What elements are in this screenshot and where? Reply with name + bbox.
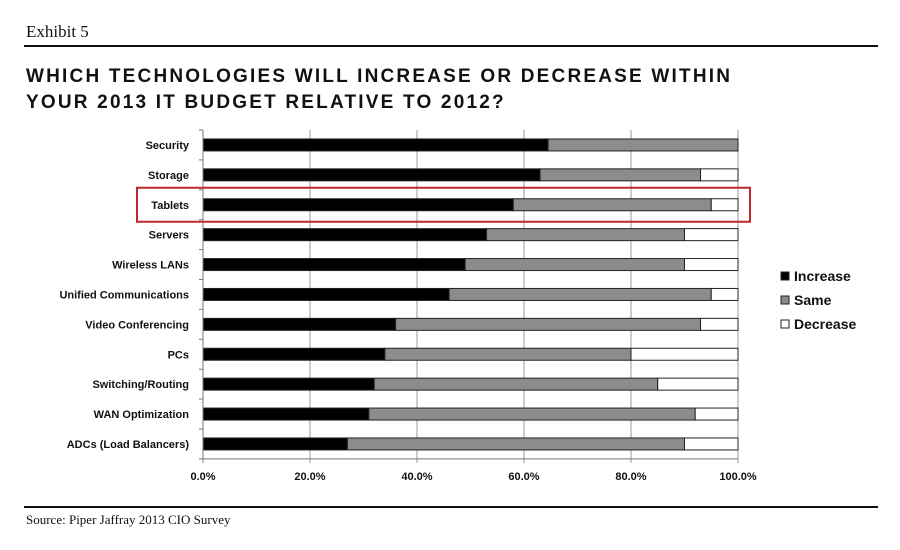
bar-decrease <box>684 258 739 272</box>
bar-increase <box>202 347 386 361</box>
bar-increase <box>202 258 466 272</box>
bar-decrease <box>684 228 739 242</box>
bar-increase <box>202 287 450 301</box>
chart-title-line-2: YOUR 2013 IT BUDGET RELATIVE TO 2012? <box>26 92 506 113</box>
bar-increase <box>202 377 375 391</box>
legend-swatch-increase <box>780 271 790 281</box>
x-tick-labels: 0.0% 20.0% 40.0% 60.0% 80.0% 100.0% <box>190 471 756 483</box>
category-label: Storage <box>148 170 189 182</box>
bar-increase <box>202 168 541 182</box>
category-label: WAN Optimization <box>94 409 190 421</box>
bar-same <box>373 377 659 391</box>
legend: Increase Same Decrease <box>780 268 856 332</box>
bar-same <box>384 347 632 361</box>
x-tick-label: 60.0% <box>508 471 539 483</box>
bar-group <box>202 168 739 182</box>
legend-swatch-same <box>780 295 790 305</box>
bar-same <box>395 317 702 331</box>
bar-decrease <box>700 168 739 182</box>
bar-increase <box>202 228 488 242</box>
bar-decrease <box>657 377 739 391</box>
bar-increase <box>202 407 370 421</box>
legend-swatch-decrease <box>780 319 790 329</box>
bar-group <box>202 317 739 331</box>
bar-same <box>346 437 685 451</box>
exhibit-label: Exhibit 5 <box>26 22 89 41</box>
category-label: Tablets <box>151 200 189 212</box>
bar-decrease <box>710 287 739 301</box>
bar-same <box>547 138 739 152</box>
category-label: ADCs (Load Balancers) <box>67 439 190 451</box>
chart-title: WHICH TECHNOLOGIES WILL INCREASE OR DECR… <box>26 64 732 116</box>
bar-increase <box>202 437 348 451</box>
bar-group <box>202 347 739 361</box>
highlight-layer <box>136 186 751 223</box>
bar-group <box>202 258 739 272</box>
bar-group <box>202 198 739 212</box>
source-note: Source: Piper Jaffray 2013 CIO Survey <box>26 512 231 527</box>
category-label: Unified Communications <box>59 289 189 301</box>
x-tick-label: 80.0% <box>615 471 646 483</box>
bars <box>202 138 739 451</box>
bar-decrease <box>694 407 739 421</box>
category-label: Security <box>146 140 190 152</box>
bar-same <box>368 407 696 421</box>
category-labels: Security Storage Tablets Servers Wireless LA… <box>59 140 189 451</box>
highlight-box <box>136 186 751 223</box>
x-tick-label: 100.0% <box>719 471 757 483</box>
bar-decrease <box>630 347 739 361</box>
category-label: Switching/Routing <box>92 379 189 391</box>
legend-label-same: Same <box>794 292 832 308</box>
bar-same <box>464 258 685 272</box>
bar-increase <box>202 317 397 331</box>
bar-group <box>202 377 739 391</box>
category-label: Servers <box>149 230 189 242</box>
bar-increase <box>202 138 549 152</box>
bar-same <box>448 287 712 301</box>
axes <box>199 129 738 463</box>
legend-label-decrease: Decrease <box>794 316 856 332</box>
bar-decrease <box>700 317 739 331</box>
bottom-divider <box>24 506 878 508</box>
bar-same <box>486 228 685 242</box>
x-tick-label: 0.0% <box>190 471 215 483</box>
legend-label-increase: Increase <box>794 268 851 284</box>
bar-group <box>202 138 739 152</box>
bar-decrease <box>684 437 739 451</box>
chart-title-line-1: WHICH TECHNOLOGIES WILL INCREASE OR DECR… <box>26 66 733 87</box>
x-tick-label: 40.0% <box>401 471 432 483</box>
bar-group <box>202 228 739 242</box>
category-label: PCs <box>168 349 189 361</box>
x-tick-label: 20.0% <box>294 471 325 483</box>
bar-group <box>202 407 739 421</box>
bar-group <box>202 437 739 451</box>
category-label: Wireless LANs <box>112 260 189 272</box>
bar-same <box>512 198 712 212</box>
bar-same <box>539 168 702 182</box>
top-divider <box>24 45 878 47</box>
bar-decrease <box>710 198 739 212</box>
bar-increase <box>202 198 514 212</box>
bar-group <box>202 287 739 301</box>
category-label: Video Conferencing <box>85 319 189 331</box>
